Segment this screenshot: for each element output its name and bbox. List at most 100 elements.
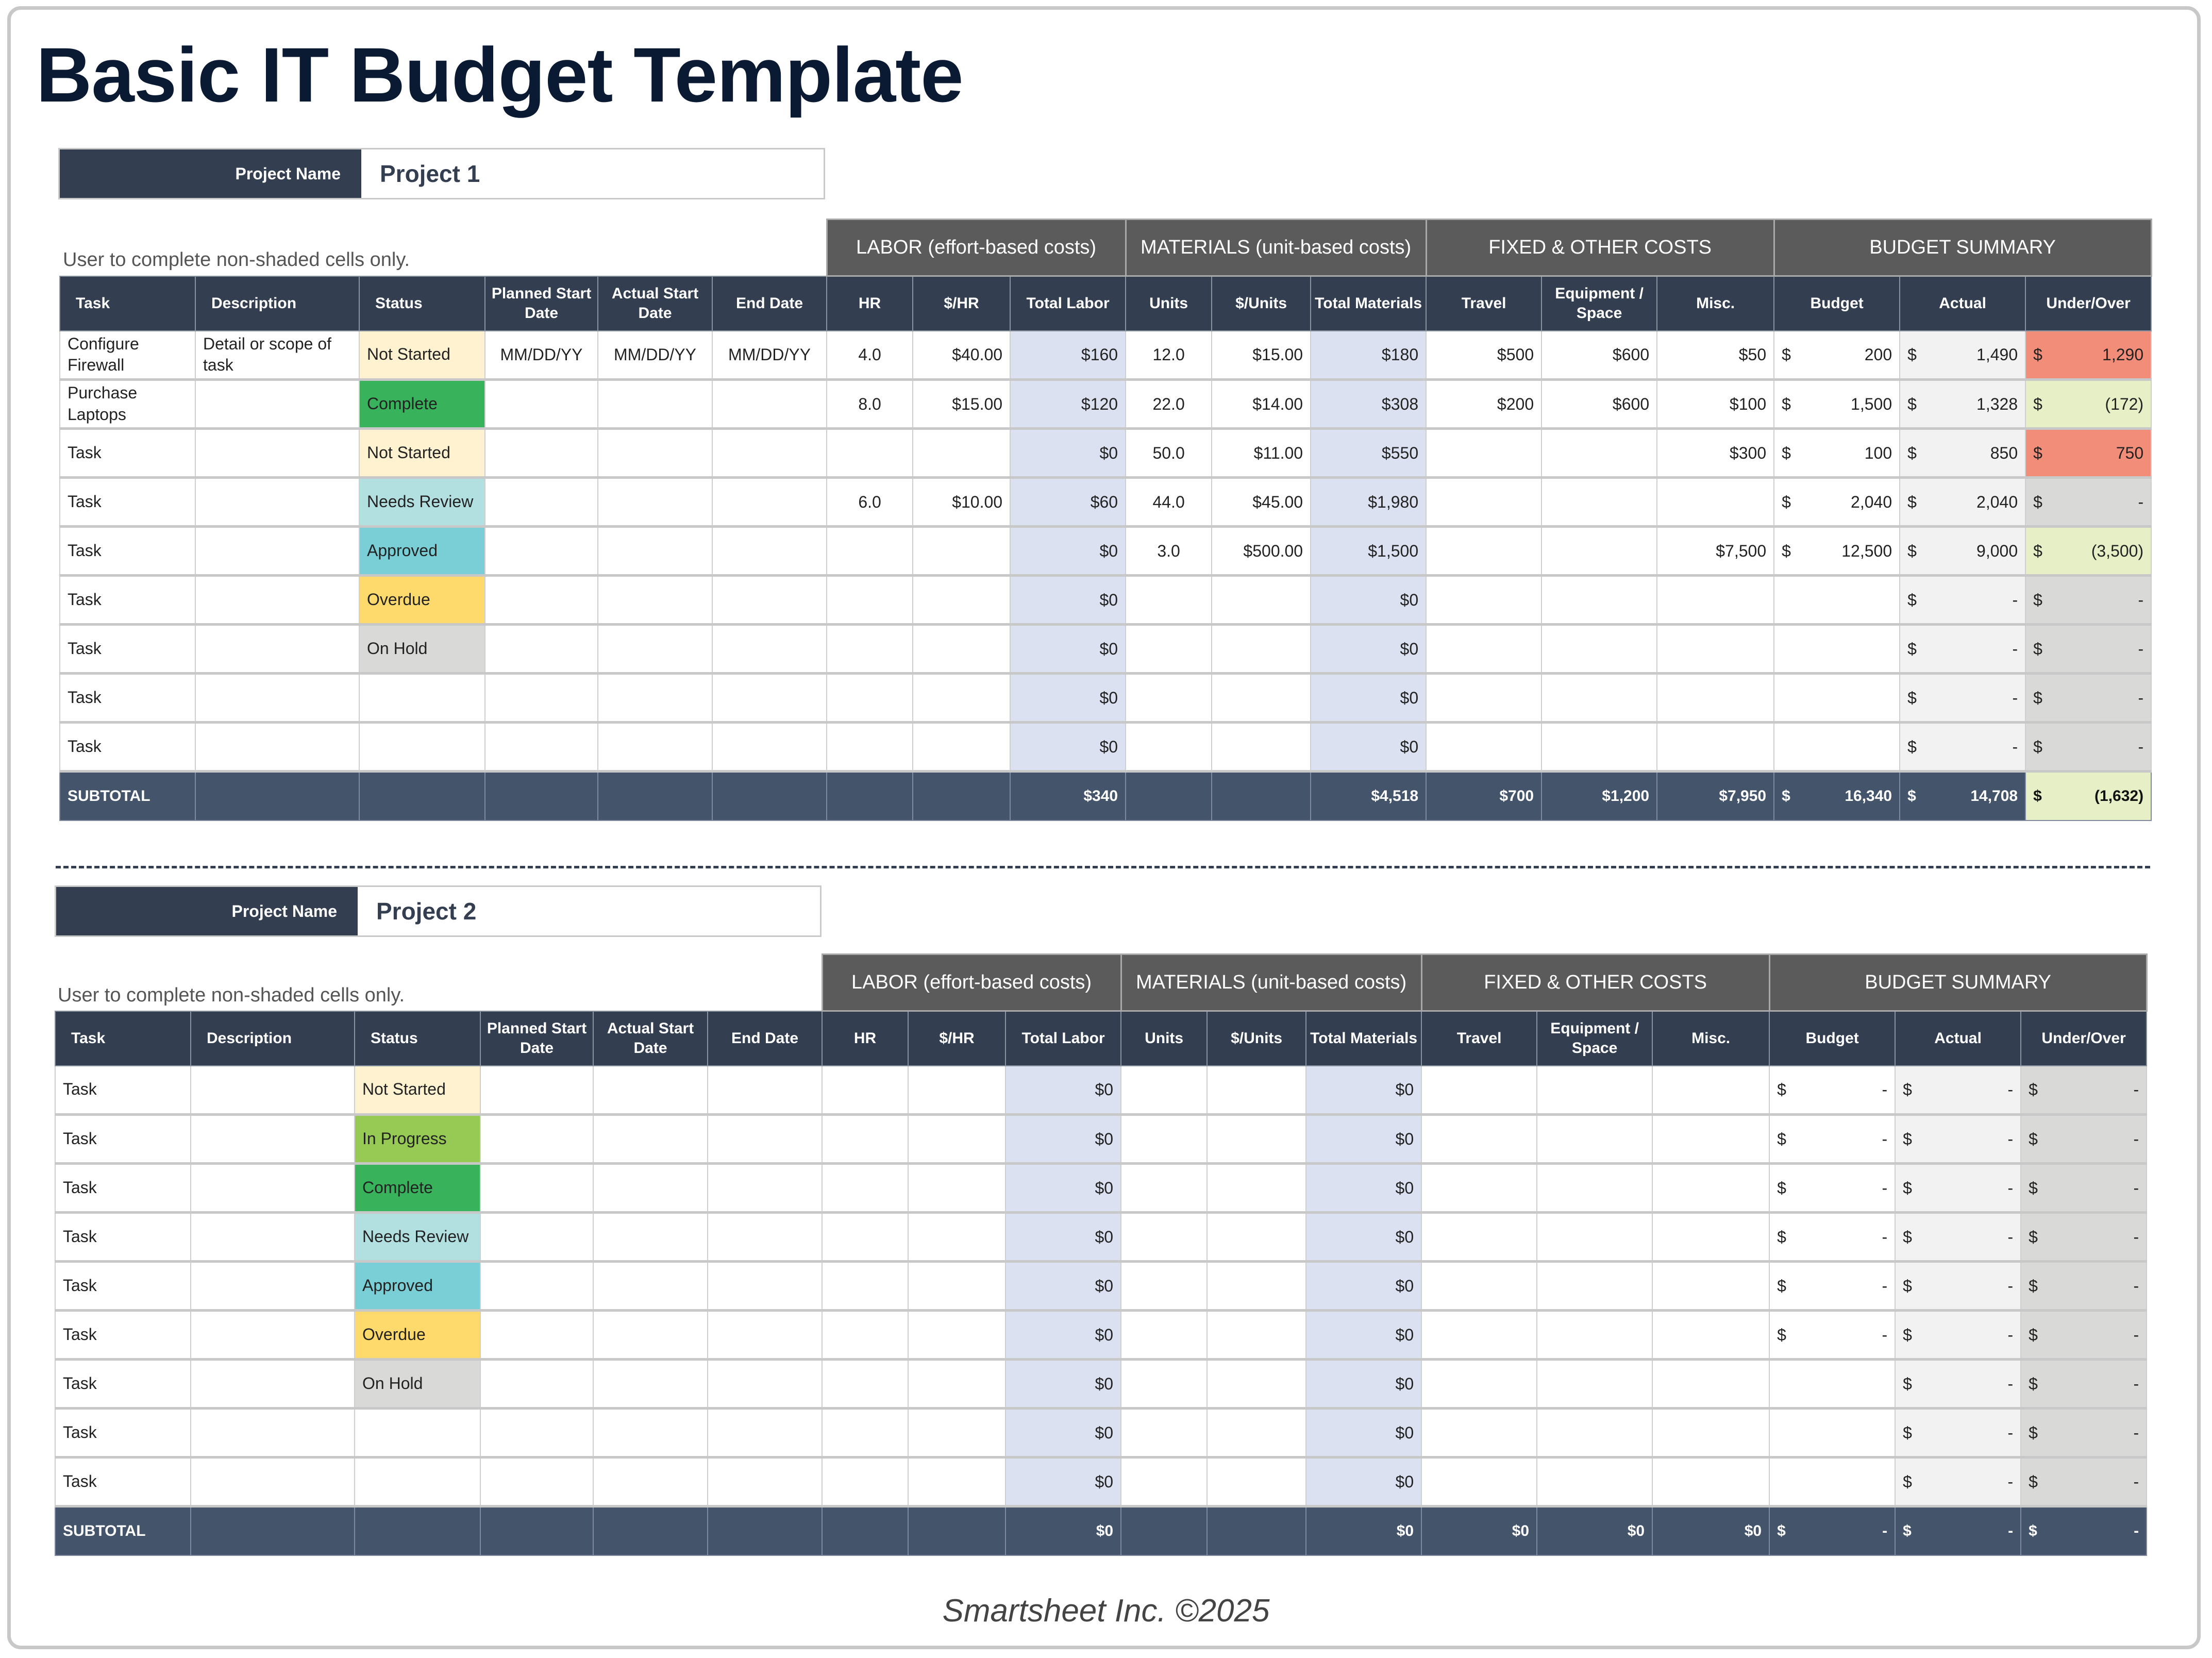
cell-misc[interactable] (1656, 477, 1775, 528)
cell-units[interactable] (1125, 722, 1213, 773)
cell-description[interactable] (195, 428, 360, 479)
cell-units[interactable] (1211, 624, 1312, 675)
cell-units[interactable] (1206, 1456, 1307, 1508)
cell-actual-start-date[interactable] (593, 1359, 708, 1410)
cell-planned-start-date[interactable] (484, 526, 598, 577)
cell-actual-start-date[interactable]: MM/DD/YY (597, 330, 713, 381)
cell-actual-start-date[interactable] (593, 1065, 708, 1116)
cell-status[interactable]: Needs Review (359, 477, 485, 528)
column-header-units[interactable]: Units (1120, 1010, 1208, 1066)
cell-equipment-space[interactable] (1541, 428, 1658, 479)
column-header-under-over[interactable]: Under/Over (2020, 1010, 2148, 1066)
cell-status[interactable]: On Hold (359, 624, 485, 675)
cell-misc[interactable] (1656, 673, 1775, 724)
cell-hr[interactable] (826, 526, 914, 577)
cell-misc[interactable] (1656, 575, 1775, 626)
cell-units[interactable] (1120, 1359, 1208, 1410)
cell-travel[interactable] (1426, 673, 1543, 724)
cell-hr[interactable] (908, 1456, 1007, 1508)
cell-status[interactable]: Needs Review (354, 1212, 481, 1263)
cell-misc[interactable] (1652, 1261, 1770, 1312)
cell-travel[interactable] (1421, 1114, 1538, 1165)
cell-actual-start-date[interactable] (597, 624, 713, 675)
column-header-task[interactable]: Task (55, 1010, 191, 1066)
cell-planned-start-date[interactable] (480, 1408, 594, 1459)
cell-budget[interactable]: $12,500 (1773, 526, 1901, 577)
cell-hr[interactable] (908, 1163, 1007, 1214)
cell-travel[interactable] (1421, 1163, 1538, 1214)
cell-planned-start-date[interactable] (480, 1261, 594, 1312)
cell-budget[interactable]: $ - (1769, 1310, 1896, 1361)
cell-task[interactable]: Task (59, 526, 196, 577)
cell-end-date[interactable] (711, 477, 828, 528)
cell-task[interactable]: Task (59, 722, 196, 773)
cell-travel[interactable] (1426, 722, 1543, 773)
cell-status[interactable] (359, 673, 485, 724)
column-header-units[interactable]: Units (1125, 275, 1213, 331)
column-header-actual[interactable]: Actual (1899, 275, 2026, 331)
column-header-travel[interactable]: Travel (1421, 1010, 1538, 1066)
cell-hr[interactable] (822, 1408, 909, 1459)
cell-equipment-space[interactable] (1536, 1065, 1653, 1116)
cell-travel[interactable] (1426, 526, 1543, 577)
cell-end-date[interactable] (711, 526, 828, 577)
cell-misc[interactable] (1652, 1408, 1770, 1459)
cell-status[interactable] (359, 722, 485, 773)
cell-hr[interactable] (822, 1359, 909, 1410)
project-name-field[interactable]: Project 2 (358, 887, 820, 935)
cell-units[interactable] (1206, 1310, 1307, 1361)
cell-budget[interactable]: $2,040 (1773, 477, 1901, 528)
cell-travel[interactable] (1421, 1359, 1538, 1410)
cell-equipment-space[interactable] (1536, 1359, 1653, 1410)
cell-status[interactable]: In Progress (354, 1114, 481, 1165)
cell-description[interactable] (190, 1163, 355, 1214)
cell-end-date[interactable] (707, 1261, 823, 1312)
column-header-equipment-space[interactable]: Equipment / Space (1541, 275, 1658, 331)
cell-actual-start-date[interactable] (597, 673, 713, 724)
cell-budget[interactable]: $ - (1769, 1163, 1896, 1214)
column-header-planned-start-date[interactable]: Planned Start Date (484, 275, 598, 331)
cell-planned-start-date[interactable] (484, 428, 598, 479)
column-header-total-labor[interactable]: Total Labor (1005, 1010, 1122, 1066)
cell-equipment-space[interactable] (1536, 1456, 1653, 1508)
cell-planned-start-date[interactable] (480, 1359, 594, 1410)
cell-status[interactable] (354, 1456, 481, 1508)
cell-task[interactable]: Task (55, 1310, 191, 1361)
project-name-field[interactable]: Project 1 (361, 149, 824, 198)
cell-planned-start-date[interactable]: MM/DD/YY (484, 330, 598, 381)
cell-travel[interactable]: $500 (1426, 330, 1543, 381)
cell-description[interactable] (195, 624, 360, 675)
cell-equipment-space[interactable] (1536, 1261, 1653, 1312)
column-header-hr[interactable]: $/HR (908, 1010, 1007, 1066)
cell-actual-start-date[interactable] (593, 1408, 708, 1459)
cell-end-date[interactable] (707, 1456, 823, 1508)
cell-hr[interactable] (826, 428, 914, 479)
cell-planned-start-date[interactable] (484, 624, 598, 675)
cell-description[interactable] (190, 1212, 355, 1263)
cell-equipment-space[interactable] (1536, 1212, 1653, 1263)
cell-end-date[interactable] (707, 1065, 823, 1116)
cell-description[interactable] (195, 379, 360, 430)
cell-task[interactable]: Task (59, 428, 196, 479)
cell-end-date[interactable] (711, 575, 828, 626)
cell-units[interactable] (1120, 1163, 1208, 1214)
cell-misc[interactable] (1652, 1456, 1770, 1508)
cell-hr[interactable]: $15.00 (912, 379, 1011, 430)
cell-misc[interactable] (1656, 624, 1775, 675)
cell-units[interactable]: $500.00 (1211, 526, 1312, 577)
cell-travel[interactable] (1421, 1310, 1538, 1361)
cell-equipment-space[interactable] (1541, 722, 1658, 773)
cell-hr[interactable] (912, 673, 1011, 724)
cell-travel[interactable] (1421, 1261, 1538, 1312)
cell-description[interactable] (190, 1408, 355, 1459)
column-header-planned-start-date[interactable]: Planned Start Date (480, 1010, 594, 1066)
cell-units[interactable]: 50.0 (1125, 428, 1213, 479)
cell-equipment-space[interactable] (1541, 673, 1658, 724)
cell-travel[interactable] (1426, 477, 1543, 528)
cell-hr[interactable] (822, 1456, 909, 1508)
cell-planned-start-date[interactable] (484, 477, 598, 528)
cell-units[interactable] (1120, 1456, 1208, 1508)
cell-hr[interactable]: 4.0 (826, 330, 914, 381)
cell-misc[interactable] (1652, 1163, 1770, 1214)
cell-task[interactable]: Task (59, 624, 196, 675)
